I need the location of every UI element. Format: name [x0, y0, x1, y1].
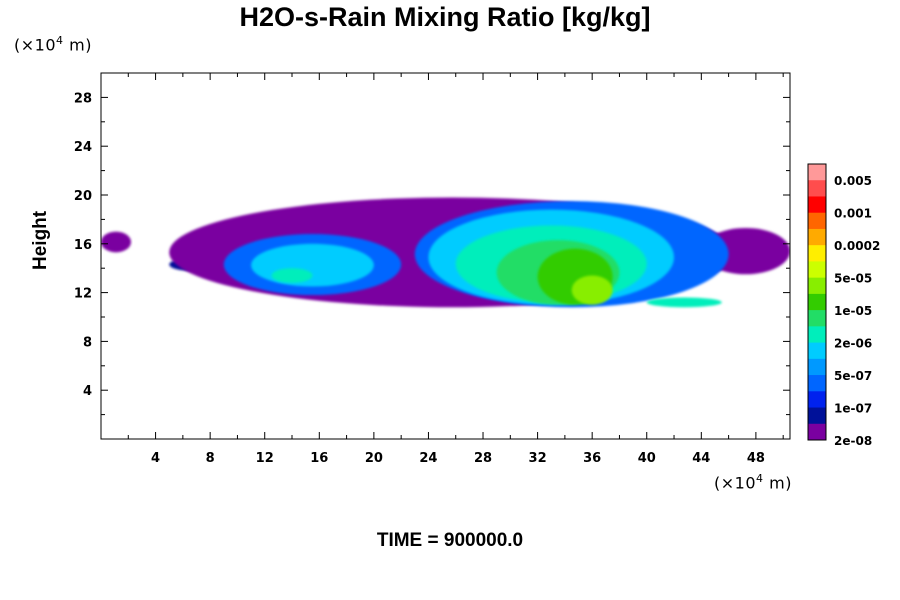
legend-swatch: [808, 358, 826, 376]
legend-swatch: [808, 212, 826, 230]
legend-label: 1e-07: [834, 402, 872, 416]
legend-label: 1e-05: [834, 304, 872, 318]
legend-label: 0.001: [834, 207, 872, 221]
x-tick-label: 12: [256, 451, 274, 466]
legend-swatch: [808, 391, 826, 409]
y-tick-label: 16: [74, 238, 92, 253]
legend-label: 2e-08: [834, 434, 872, 448]
x-tick-label: 20: [365, 451, 383, 466]
x-tick-label: 32: [529, 451, 547, 466]
field-region-8: [271, 268, 313, 283]
legend-label: 0.0002: [834, 239, 880, 253]
field-region-13: [646, 297, 722, 308]
legend-swatch: [808, 375, 826, 392]
x-tick-label: 44: [692, 451, 710, 466]
legend-swatch: [808, 261, 826, 279]
legend-swatch: [808, 196, 826, 214]
legend-label: 5e-07: [834, 369, 872, 383]
field-region-0: [101, 231, 132, 253]
legend-swatch: [808, 342, 826, 360]
chart-title: H2O-s-Rain Mixing Ratio [kg/kg]: [239, 2, 651, 32]
x-tick-label: 4: [151, 451, 160, 466]
x-tick-label: 48: [747, 451, 765, 466]
x-unit-label: (×104 m): [714, 472, 792, 493]
legend-swatch: [808, 293, 826, 311]
legend-swatch: [808, 423, 826, 441]
x-tick-label: 8: [206, 451, 215, 466]
legend-swatch: [808, 310, 826, 327]
x-tick-label: 16: [310, 451, 328, 466]
legend-swatch: [808, 164, 826, 181]
x-tick-label: 40: [638, 451, 656, 466]
y-unit-label: (×104 m): [14, 34, 92, 55]
y-tick-label: 12: [74, 287, 92, 302]
rain-field: [101, 197, 790, 308]
time-label: TIME = 900000.0: [376, 530, 524, 551]
y-tick-label: 8: [83, 335, 92, 350]
legend-label: 5e-05: [834, 272, 872, 286]
x-tick-label: 28: [474, 451, 492, 466]
legend-swatch: [808, 180, 826, 197]
x-tick-label: 36: [583, 451, 601, 466]
legend-label: 0.005: [834, 174, 872, 188]
legend-swatch: [808, 228, 826, 246]
y-tick-label: 20: [74, 189, 92, 204]
legend-swatch: [808, 277, 826, 295]
field-region-12: [571, 275, 613, 305]
x-tick-label: 24: [419, 451, 437, 466]
legend-swatch: [808, 326, 826, 344]
legend-swatch: [808, 407, 826, 425]
colorbar-legend: 0.005 0.001 0.0002 5e-05 1e-05 2e-06 5e-07 1e-0…: [807, 163, 880, 448]
y-tick-label: 24: [74, 140, 92, 155]
y-tick-label: 4: [83, 384, 92, 399]
y-tick-label: 28: [74, 91, 92, 106]
legend-swatch: [808, 245, 826, 262]
legend-frame: [807, 163, 827, 441]
legend-label: 2e-06: [834, 337, 872, 351]
plot-frame: [100, 72, 791, 440]
field-region-6: [251, 243, 374, 287]
